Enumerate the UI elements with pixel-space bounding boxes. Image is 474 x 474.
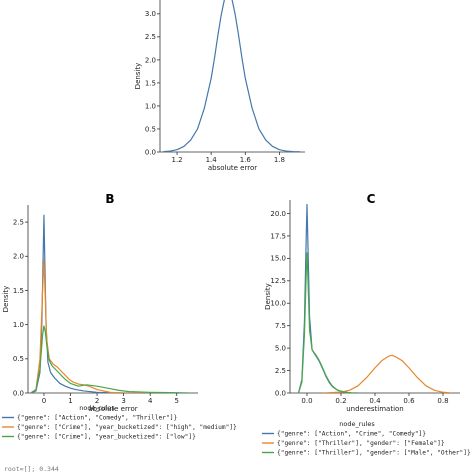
density-series-line-3 <box>30 325 191 393</box>
y-axis-label: Density <box>2 286 10 313</box>
legend-entry: {"genre": ["Thriller"], "gender": ["Male… <box>277 450 471 457</box>
panel-letter: C <box>367 192 376 206</box>
x-tick-label: 3 <box>121 397 125 405</box>
x-tick-label: 1.6 <box>240 156 252 164</box>
x-axis-label: absolute error <box>208 164 257 172</box>
legend-entry: {"genre": ["Crime"], "year_bucketized": … <box>17 434 196 441</box>
legend-entry: {"genre": ["Thriller"], "gender": ["Fema… <box>277 440 445 447</box>
density-series-line-1 <box>297 203 359 393</box>
y-tick-label: 17.5 <box>270 232 286 240</box>
y-tick-label: 2.5 <box>275 367 286 375</box>
density-series-line-3 <box>297 252 359 393</box>
y-tick-label: 0.0 <box>145 148 156 156</box>
y-tick-label: 10.0 <box>270 300 286 308</box>
y-tick-label: 0.0 <box>13 389 24 397</box>
x-tick-label: 1.8 <box>274 156 285 164</box>
y-tick-label: 0.5 <box>13 355 24 363</box>
legend: node_rules {"genre": ["Action", "Comedy",… <box>2 404 237 441</box>
legend-entry: {"genre": ["Action", "Crime", "Comedy"]} <box>277 431 426 438</box>
x-tick-label: 1.4 <box>206 156 218 164</box>
y-tick-label: 0.0 <box>275 389 286 397</box>
y-axis-label: Density <box>134 63 142 90</box>
y-axis-label: Density <box>264 283 272 310</box>
panel-letter: B <box>105 192 114 206</box>
density-series-line-2 <box>30 259 151 393</box>
chart-panel-b: 0 1 2 3 4 5 0.0 0.5 1.0 1.5 2.0 2.5 absolute error De… <box>2 192 237 441</box>
y-tick-label: 20.0 <box>270 210 286 218</box>
y-tick-label: 1.5 <box>13 287 24 295</box>
legend-entry: {"genre": ["Crime"], "year_bucketized": … <box>17 424 237 431</box>
y-tick-label: 2.5 <box>13 218 24 226</box>
x-axis-label: absolute error <box>88 405 137 413</box>
x-tick-label: 2 <box>95 397 99 405</box>
y-tick-label: 1.5 <box>145 79 156 87</box>
y-tick-label: 7.5 <box>275 322 286 330</box>
x-tick-label: 5 <box>175 397 179 405</box>
y-tick-label: 3.0 <box>145 10 156 18</box>
x-tick-label: 4 <box>148 397 153 405</box>
footer-text: root=[]; 0.344 <box>4 465 59 473</box>
chart-panel-c: 0.0 0.2 0.4 0.6 0.8 0.0 2.5 5.0 7.5 10.0 12.5 15.0 1… <box>262 192 471 457</box>
legend-entry: {"genre": ["Action", "Comedy", "Thriller… <box>17 415 177 422</box>
chart-panel-top: 1.2 1.4 1.6 1.8 0.0 0.5 1.0 1.5 2.0 2.5 3.0 absolut… <box>134 0 305 172</box>
x-tick-label: 0.8 <box>437 397 448 405</box>
y-tick-label: 2.5 <box>145 33 156 41</box>
legend-title: node_rules <box>339 420 375 428</box>
legend-title: node_rules <box>79 404 115 412</box>
x-tick-label: 0.4 <box>369 397 381 405</box>
x-axis-label: underestimation <box>346 405 404 413</box>
y-tick-label: 1.0 <box>13 321 24 329</box>
y-tick-label: 0.5 <box>145 125 156 133</box>
y-tick-label: 5.0 <box>275 345 286 353</box>
y-tick-label: 15.0 <box>270 255 286 263</box>
legend: node_rules {"genre": ["Action", "Crime", … <box>262 420 471 457</box>
y-tick-label: 12.5 <box>270 277 286 285</box>
y-tick-label: 2.0 <box>13 253 24 261</box>
density-series-line-1 <box>163 0 300 152</box>
y-tick-label: 2.0 <box>145 56 156 64</box>
density-series-line-2 <box>323 354 452 393</box>
x-tick-label: 1.2 <box>171 156 182 164</box>
x-tick-label: 0.2 <box>335 397 346 405</box>
x-tick-label: 0 <box>42 397 46 405</box>
y-tick-label: 1.0 <box>145 102 156 110</box>
x-tick-label: 1 <box>68 397 72 405</box>
x-tick-label: 0.0 <box>301 397 312 405</box>
x-tick-label: 0.6 <box>403 397 415 405</box>
